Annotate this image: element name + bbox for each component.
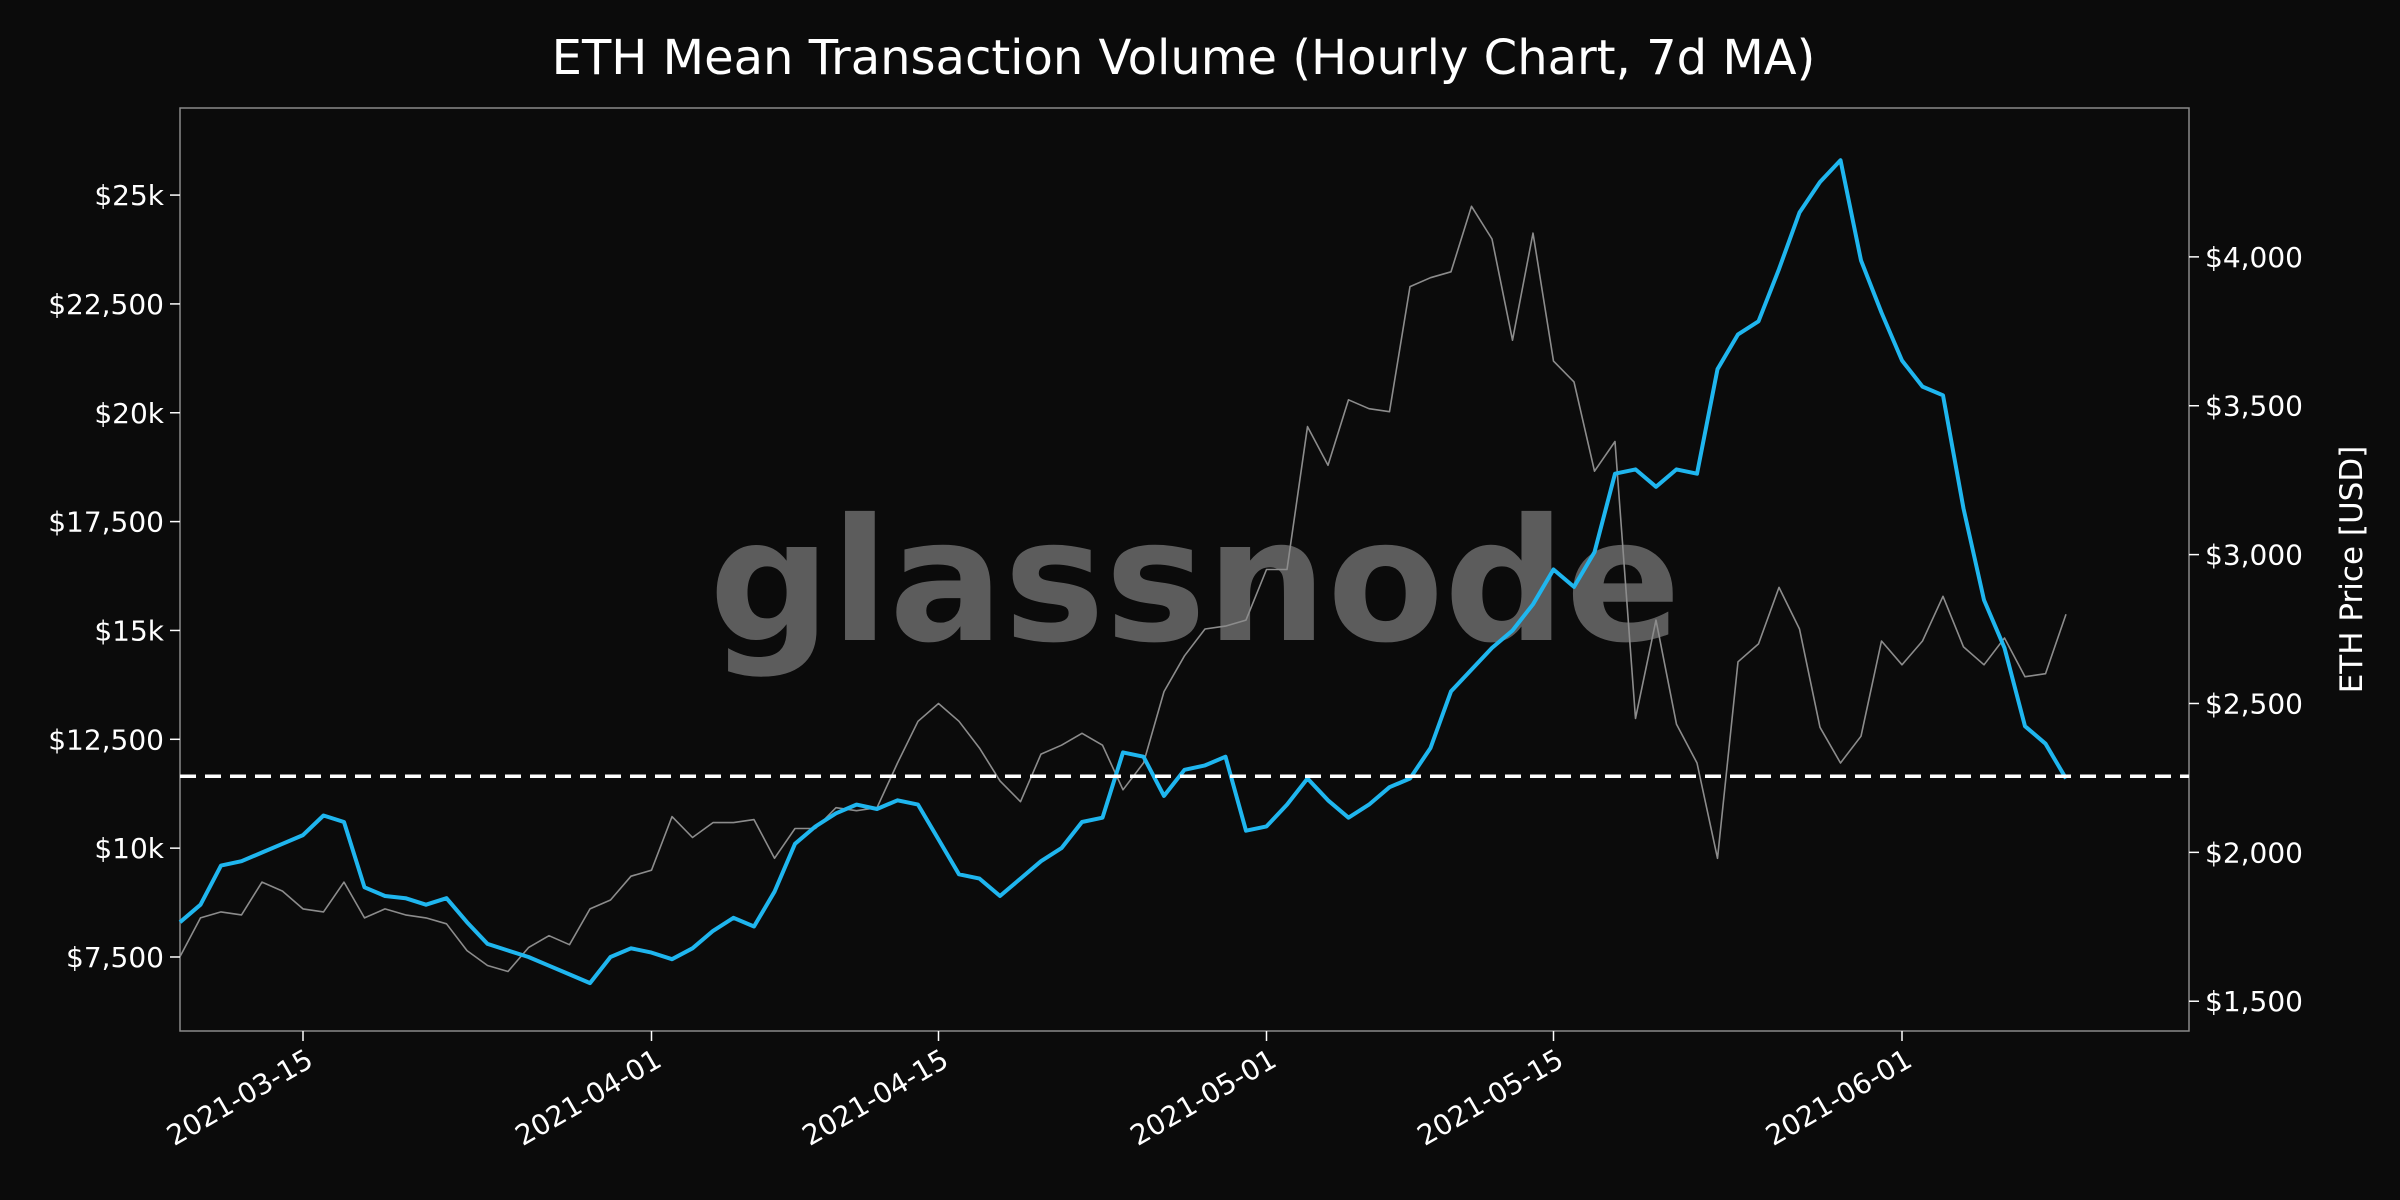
chart-title: ETH Mean Transaction Volume (Hourly Char… — [551, 30, 1816, 86]
y-left-tick-label: $10k — [94, 832, 164, 865]
y-left-tick-label: $15k — [94, 614, 164, 647]
y-right-axis-label: ETH Price [USD] — [2334, 446, 2370, 694]
x-tick-label: 2021-03-15 — [161, 1042, 318, 1152]
y-left-tick-label: $7,500 — [66, 941, 164, 974]
watermark-logo: glassnode — [709, 483, 1681, 681]
x-tick-label: 2021-04-01 — [510, 1042, 667, 1152]
y-right-tick-label: $4,000 — [2205, 241, 2303, 274]
y-right-tick-label: $2,000 — [2205, 836, 2303, 869]
eth-price-line — [179, 205, 2067, 973]
y-left-tick-label: $25k — [94, 179, 164, 212]
y-right-tick-label: $1,500 — [2205, 985, 2303, 1018]
mean-transaction-volume-line — [178, 158, 2068, 986]
x-tick-label: 2021-06-01 — [1760, 1042, 1917, 1152]
y-left-tick-label: $22,500 — [48, 288, 164, 321]
y-right-tick-label: $3,500 — [2205, 390, 2303, 423]
x-tick-label: 2021-05-01 — [1125, 1042, 1282, 1152]
y-left-tick-label: $20k — [94, 397, 164, 430]
y-right-tick-label: $2,500 — [2205, 687, 2303, 720]
x-tick-label: 2021-05-15 — [1412, 1042, 1569, 1152]
plot-area — [179, 107, 2190, 1032]
y-left-tick-label: $17,500 — [48, 506, 164, 539]
y-left-tick-label: $12,500 — [48, 723, 164, 756]
x-tick-label: 2021-04-15 — [797, 1042, 954, 1152]
y-right-tick-label: $3,000 — [2205, 539, 2303, 572]
